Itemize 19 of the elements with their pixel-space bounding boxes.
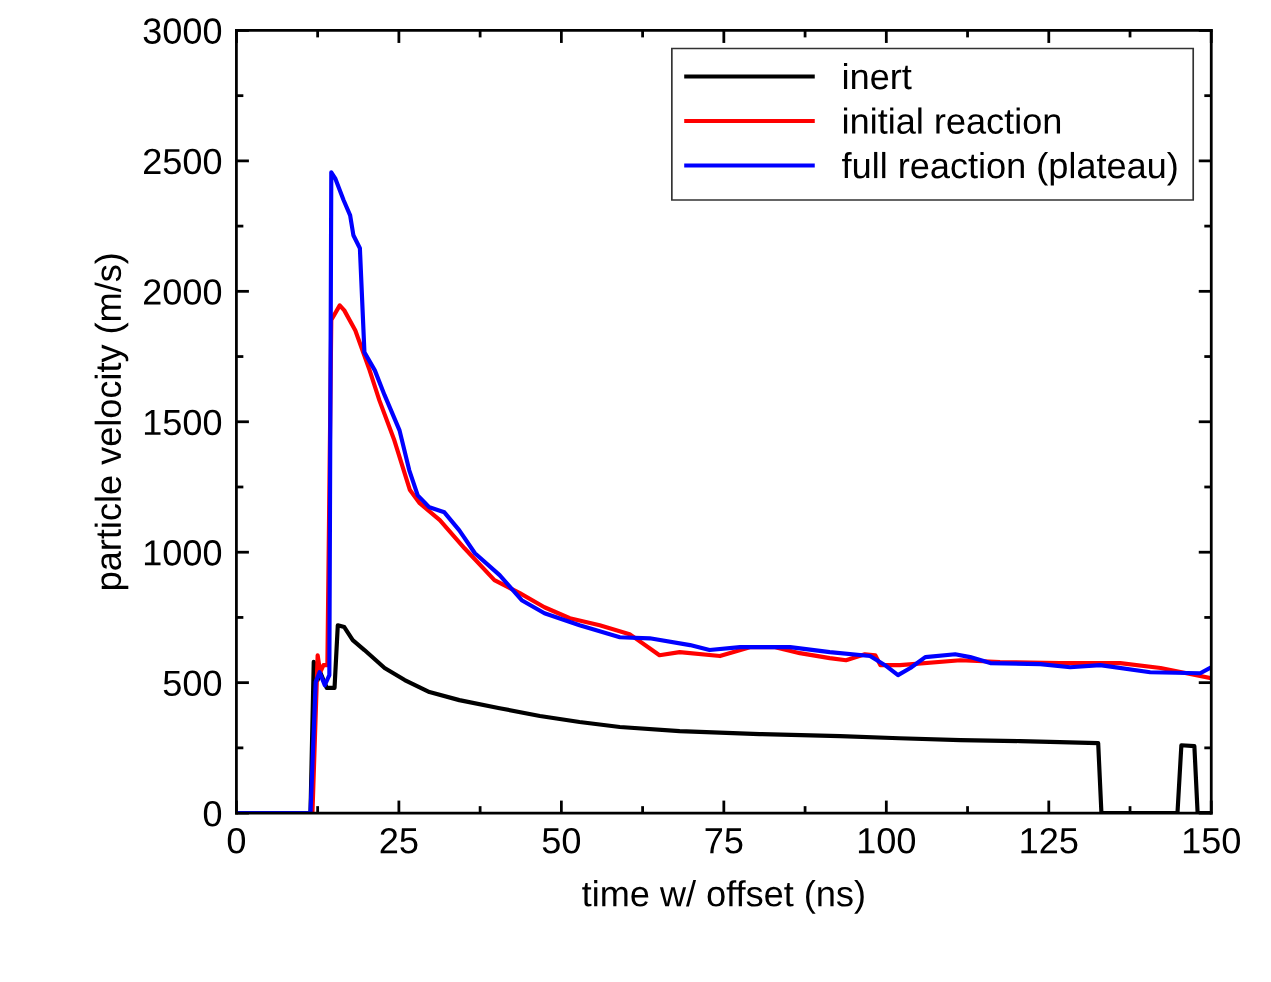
x-tick-label: 100 [858,827,916,854]
x-tick-label: 0 [227,827,246,854]
legend-label: inert [843,62,912,90]
x-axis-title: time w/ offset (ns) [582,880,864,914]
x-tick-label: 125 [1021,827,1078,854]
legend-label: full reaction (plateau) [842,151,1177,186]
y-tick-label: 2000 [144,279,222,305]
x-tick-label: 25 [380,827,418,854]
legend-label: initial reaction [843,107,1061,134]
y-tick-label: 1000 [144,540,222,566]
x-tick-label: 50 [542,827,581,854]
x-tick-label: 75 [705,828,743,854]
y-tick-label: 3000 [143,18,222,44]
y-tick-label: 0 [203,800,222,827]
y-tick-label: 1500 [144,409,222,436]
x-tick-label: 150 [1183,827,1240,854]
y-tick-label: 500 [163,670,222,697]
y-tick-label: 2500 [144,148,222,175]
y-axis-title: particle velocity (m/s) [94,254,129,589]
